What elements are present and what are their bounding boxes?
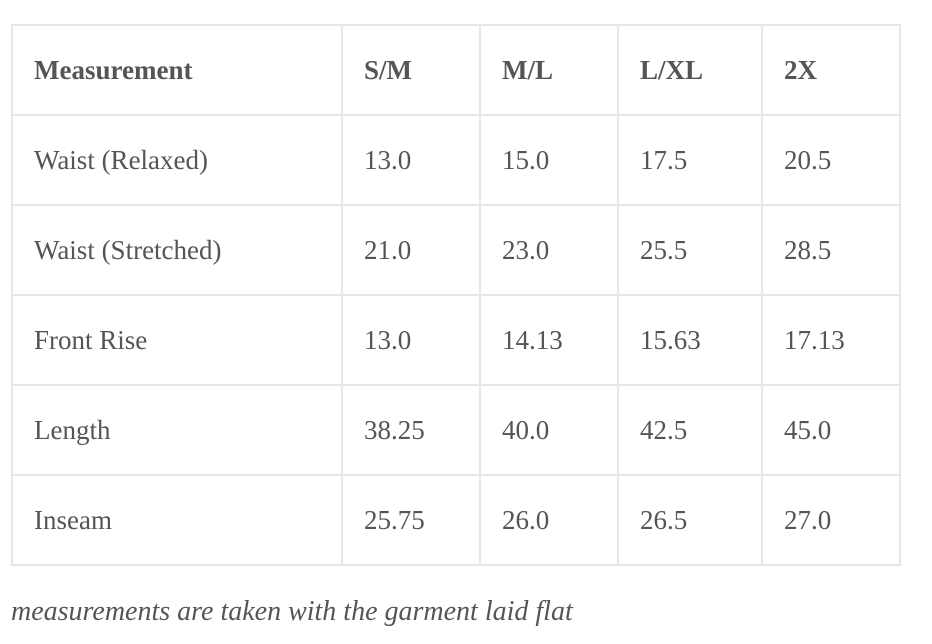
header-cell: S/M bbox=[341, 24, 481, 116]
table-row: Inseam 25.75 26.0 26.5 27.0 bbox=[11, 474, 901, 566]
table-cell: Inseam bbox=[11, 474, 343, 566]
table-cell: Length bbox=[11, 384, 343, 476]
table-cell: 45.0 bbox=[761, 384, 901, 476]
table-cell: 21.0 bbox=[341, 204, 481, 296]
table-cell: 14.13 bbox=[479, 294, 619, 386]
table-row: Waist (Stretched) 21.0 23.0 25.5 28.5 bbox=[11, 204, 901, 296]
table-cell: 26.5 bbox=[617, 474, 763, 566]
table-cell: 13.0 bbox=[341, 294, 481, 386]
table-cell: 15.0 bbox=[479, 114, 619, 206]
table-cell: 26.0 bbox=[479, 474, 619, 566]
table-row: Front Rise 13.0 14.13 15.63 17.13 bbox=[11, 294, 901, 386]
table-row: Waist (Relaxed) 13.0 15.0 17.5 20.5 bbox=[11, 114, 901, 206]
table-cell: 23.0 bbox=[479, 204, 619, 296]
table-cell: 13.0 bbox=[341, 114, 481, 206]
table-cell: 17.5 bbox=[617, 114, 763, 206]
table-cell: 38.25 bbox=[341, 384, 481, 476]
table-cell: 15.63 bbox=[617, 294, 763, 386]
size-table: Measurement S/M M/L L/XL 2X Waist (Relaxed) 1… bbox=[11, 24, 901, 566]
table-cell: 40.0 bbox=[479, 384, 619, 476]
header-cell: M/L bbox=[479, 24, 619, 116]
table-row: Length 38.25 40.0 42.5 45.0 bbox=[11, 384, 901, 476]
header-row: Measurement S/M M/L L/XL 2X bbox=[11, 24, 901, 116]
table-cell: 27.0 bbox=[761, 474, 901, 566]
table-cell: 25.5 bbox=[617, 204, 763, 296]
table-body: Waist (Relaxed) 13.0 15.0 17.5 20.5 Waist (St… bbox=[11, 114, 901, 566]
header-cell: L/XL bbox=[617, 24, 763, 116]
table-cell: Front Rise bbox=[11, 294, 343, 386]
table-cell: 20.5 bbox=[761, 114, 901, 206]
header-cell: Measurement bbox=[11, 24, 343, 116]
table-cell: 25.75 bbox=[341, 474, 481, 566]
table-cell: 28.5 bbox=[761, 204, 901, 296]
table-cell: Waist (Relaxed) bbox=[11, 114, 343, 206]
table-cell: 42.5 bbox=[617, 384, 763, 476]
table-cell: 17.13 bbox=[761, 294, 901, 386]
table-cell: Waist (Stretched) bbox=[11, 204, 343, 296]
header-cell: 2X bbox=[761, 24, 901, 116]
caption: measurements are taken with the garment … bbox=[11, 596, 573, 627]
